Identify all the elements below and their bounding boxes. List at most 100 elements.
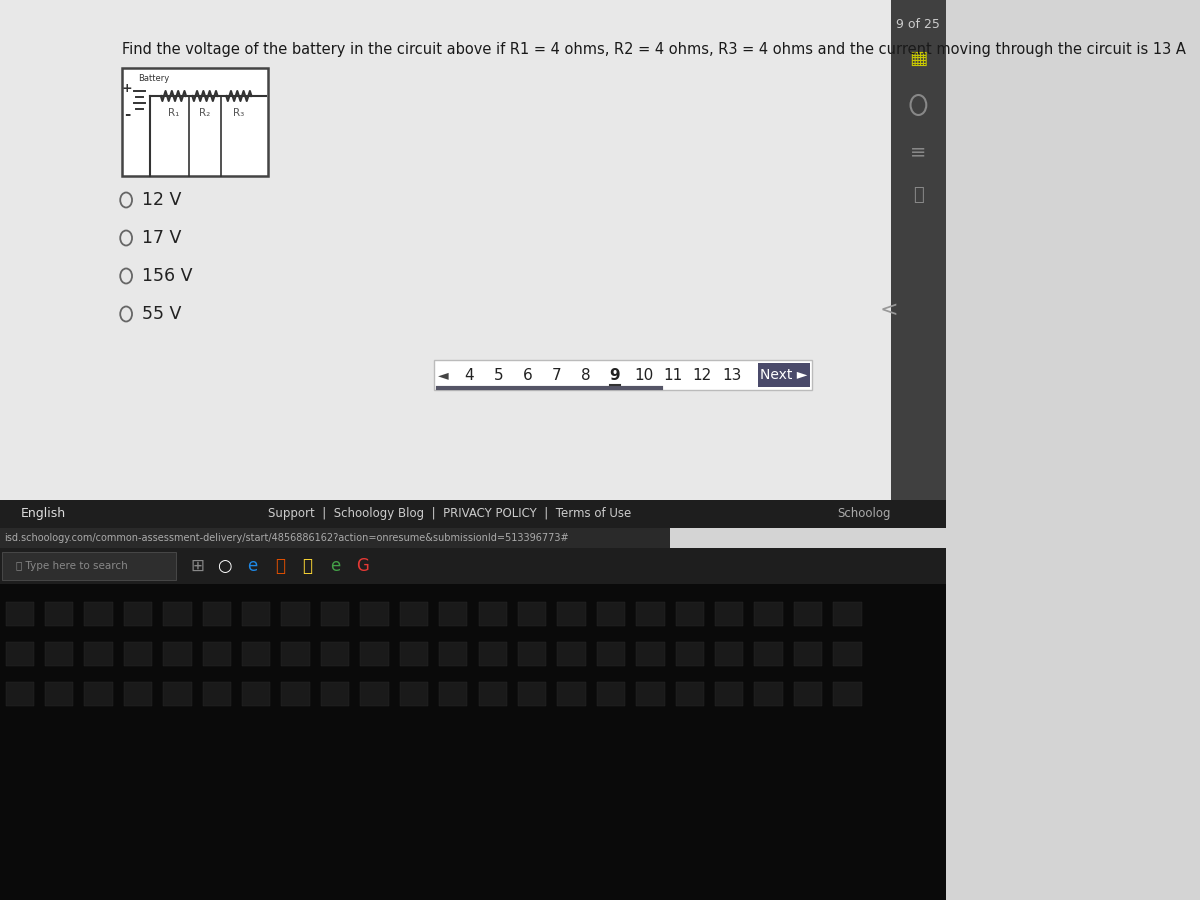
Bar <box>400 682 428 706</box>
Text: 5: 5 <box>493 367 503 382</box>
Bar <box>636 642 665 666</box>
Bar <box>518 682 546 706</box>
Bar <box>242 682 270 706</box>
Bar <box>6 602 34 626</box>
Bar <box>360 682 389 706</box>
Bar <box>439 602 468 626</box>
Bar <box>596 682 625 706</box>
Text: English: English <box>20 508 66 520</box>
Bar <box>203 682 230 706</box>
Bar <box>518 642 546 666</box>
Text: 12 V: 12 V <box>142 191 181 209</box>
Bar <box>124 642 152 666</box>
Bar <box>124 682 152 706</box>
Bar <box>676 602 704 626</box>
Bar <box>636 682 665 706</box>
Text: ▦: ▦ <box>910 49 928 68</box>
Bar <box>0 0 890 500</box>
Bar <box>833 602 862 626</box>
Bar <box>124 602 152 626</box>
Text: <: < <box>880 300 899 320</box>
Bar <box>833 682 862 706</box>
Bar <box>0 548 946 584</box>
Bar <box>557 682 586 706</box>
Bar <box>715 602 743 626</box>
Bar <box>0 584 946 900</box>
Bar <box>715 642 743 666</box>
Bar <box>439 682 468 706</box>
Text: ◄: ◄ <box>438 368 449 382</box>
Bar <box>44 642 73 666</box>
Bar <box>282 602 310 626</box>
Bar <box>163 682 192 706</box>
Text: ⤢: ⤢ <box>913 186 924 204</box>
Text: ⊞: ⊞ <box>190 557 204 575</box>
Bar <box>433 360 812 390</box>
Bar <box>203 642 230 666</box>
Bar <box>84 642 113 666</box>
Text: 8: 8 <box>581 367 590 382</box>
Text: 9 of 25: 9 of 25 <box>896 18 941 31</box>
Bar <box>479 602 506 626</box>
Bar <box>794 642 822 666</box>
Bar <box>0 528 670 548</box>
Text: 13: 13 <box>722 367 742 382</box>
Bar <box>242 602 270 626</box>
Text: 17 V: 17 V <box>142 229 181 247</box>
Text: R₁: R₁ <box>168 108 179 118</box>
Bar <box>44 602 73 626</box>
Bar <box>557 602 586 626</box>
Bar <box>122 68 268 176</box>
Text: Battery: Battery <box>138 74 169 83</box>
Bar <box>596 602 625 626</box>
Bar <box>282 642 310 666</box>
Text: -: - <box>124 107 130 122</box>
Bar <box>439 642 468 666</box>
Bar <box>320 682 349 706</box>
Bar <box>755 602 782 626</box>
Bar <box>242 642 270 666</box>
Bar <box>6 682 34 706</box>
Bar <box>360 602 389 626</box>
Text: ≡: ≡ <box>911 142 926 161</box>
Bar <box>479 642 506 666</box>
Text: 9: 9 <box>610 367 620 382</box>
Bar <box>755 642 782 666</box>
Text: ○: ○ <box>217 557 232 575</box>
Text: 12: 12 <box>692 367 712 382</box>
Text: 156 V: 156 V <box>142 267 192 285</box>
Bar <box>596 642 625 666</box>
Bar <box>890 0 946 500</box>
Bar <box>715 682 743 706</box>
Bar <box>518 602 546 626</box>
Text: 6: 6 <box>522 367 533 382</box>
Bar <box>557 642 586 666</box>
Text: G: G <box>356 557 370 575</box>
Bar <box>794 682 822 706</box>
Text: 11: 11 <box>664 367 683 382</box>
Text: 🔍 Type here to search: 🔍 Type here to search <box>16 561 127 571</box>
Bar <box>44 682 73 706</box>
Text: e: e <box>247 557 257 575</box>
Text: R₃: R₃ <box>233 108 245 118</box>
Text: ⬛: ⬛ <box>275 557 284 575</box>
Bar <box>203 602 230 626</box>
Text: 55 V: 55 V <box>142 305 181 323</box>
Bar <box>6 642 34 666</box>
Bar <box>0 500 946 528</box>
Bar <box>676 642 704 666</box>
Bar <box>84 682 113 706</box>
Bar <box>755 682 782 706</box>
Text: 7: 7 <box>552 367 562 382</box>
Text: Support  |  Schoology Blog  |  PRIVACY POLICY  |  Terms of Use: Support | Schoology Blog | PRIVACY POLIC… <box>268 508 631 520</box>
Bar <box>400 602 428 626</box>
Bar <box>794 602 822 626</box>
Bar <box>479 682 506 706</box>
Text: 🔒: 🔒 <box>302 557 312 575</box>
Bar <box>320 602 349 626</box>
Bar <box>320 642 349 666</box>
Text: +: + <box>121 83 132 95</box>
Bar <box>282 682 310 706</box>
Bar <box>2 552 175 580</box>
Bar <box>163 642 192 666</box>
